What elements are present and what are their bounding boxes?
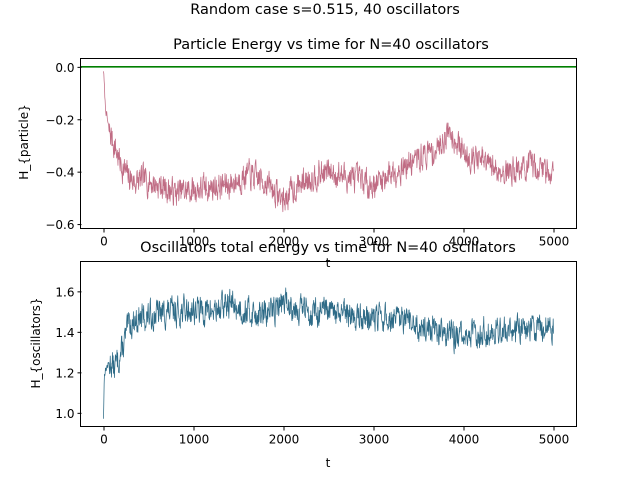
- y-tick-label: −0.4: [45, 166, 74, 180]
- oscillators-axes-frame: [80, 261, 577, 427]
- y-tick-label: −0.2: [45, 113, 74, 127]
- x-tick-label: 2000: [269, 433, 300, 447]
- oscillators-energy-chart: Oscillators total energy vs time for N=4…: [29, 240, 577, 470]
- y-tick-label: 1.4: [55, 326, 74, 340]
- particle-plot-area: [81, 66, 576, 213]
- particle-y-ticks: 0.0 −0.2 −0.4 −0.6: [45, 61, 82, 232]
- x-tick-label: 5000: [539, 433, 570, 447]
- x-tick-label: 2000: [269, 235, 300, 249]
- oscillators-chart-ylabel: H_{oscillators}: [29, 297, 43, 388]
- oscillators-plot-area: [103, 287, 554, 419]
- particle-x-ticks: 0 1000 2000 3000 4000 5000: [100, 228, 570, 249]
- oscillators-chart-xlabel: t: [326, 456, 331, 470]
- particle-axes-frame: [80, 58, 577, 229]
- x-tick-label: 4000: [449, 235, 480, 249]
- x-tick-label: 1000: [179, 433, 210, 447]
- figure-suptitle: Random case s=0.515, 40 oscillators: [190, 2, 460, 18]
- y-tick-label: 1.0: [55, 407, 74, 421]
- particle-series-line: [103, 71, 554, 213]
- particle-energy-chart: Particle Energy vs time for N=40 oscilla…: [17, 37, 577, 270]
- particle-chart-ylabel: H_{particle}: [17, 104, 31, 180]
- x-tick-label: 3000: [359, 433, 390, 447]
- x-tick-label: 1000: [179, 235, 210, 249]
- x-tick-label: 4000: [449, 433, 480, 447]
- y-tick-label: 1.6: [55, 285, 74, 299]
- oscillators-x-ticks: 0 1000 2000 3000 4000 5000: [100, 426, 570, 447]
- oscillators-series-line: [103, 287, 554, 419]
- particle-chart-title: Particle Energy vs time for N=40 oscilla…: [173, 37, 489, 53]
- x-tick-label: 3000: [359, 235, 390, 249]
- oscillators-y-ticks: 1.0 1.2 1.4 1.6: [55, 285, 82, 421]
- x-tick-label: 0: [100, 433, 108, 447]
- oscillators-chart-title: Oscillators total energy vs time for N=4…: [140, 240, 516, 256]
- y-tick-label: 1.2: [55, 366, 74, 380]
- y-tick-label: −0.6: [45, 218, 74, 232]
- particle-chart-xlabel: t: [326, 256, 331, 270]
- x-tick-label: 5000: [539, 235, 570, 249]
- x-tick-label: 0: [100, 235, 108, 249]
- y-tick-label: 0.0: [55, 61, 74, 75]
